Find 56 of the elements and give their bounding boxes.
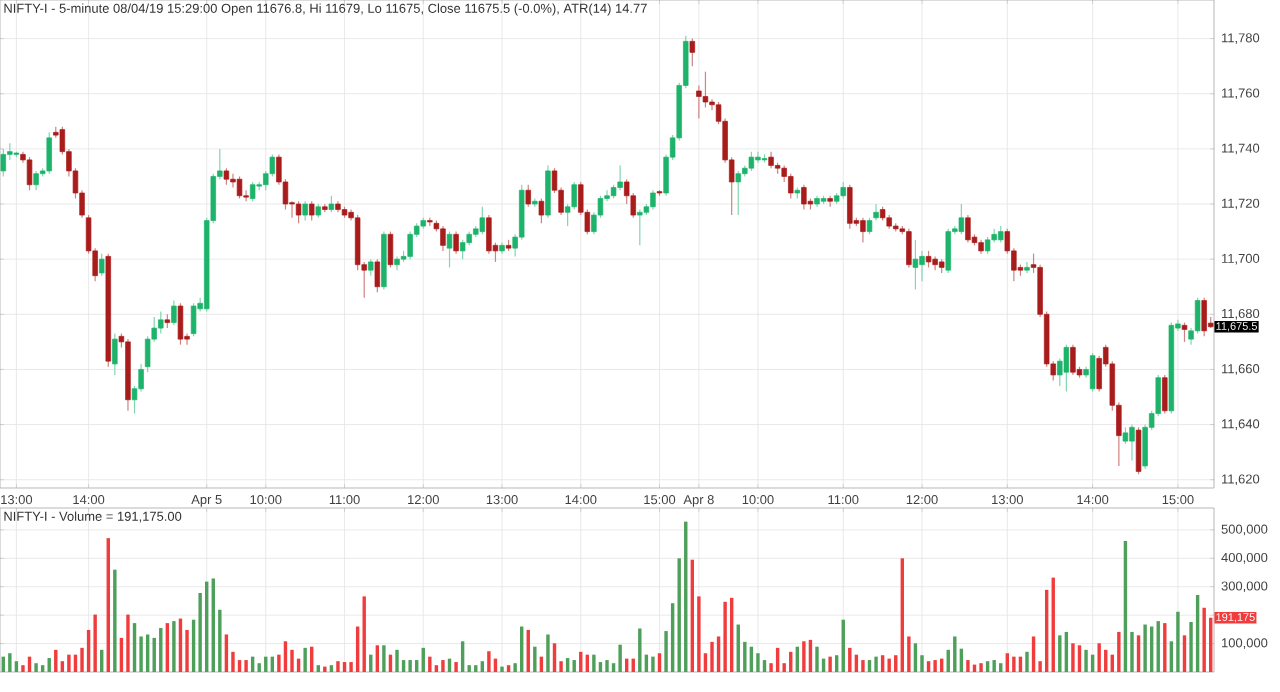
candlestick	[525, 184, 531, 208]
candlestick	[1063, 344, 1070, 393]
candlestick	[958, 203, 965, 235]
candlestick	[847, 184, 853, 230]
candlestick	[860, 217, 866, 244]
candlestick	[545, 164, 551, 219]
candlestick	[440, 225, 446, 252]
candlestick	[932, 255, 938, 271]
candlestick	[190, 302, 197, 337]
candlestick	[374, 258, 381, 293]
candlestick	[0, 148, 6, 178]
candlestick	[230, 173, 236, 189]
candlestick	[788, 173, 794, 200]
candlestick	[99, 253, 105, 277]
candlestick	[801, 184, 807, 211]
candlestick	[965, 214, 971, 244]
candlestick	[249, 181, 256, 202]
candlestick	[171, 299, 177, 326]
candlestick	[906, 228, 912, 269]
candlestick	[177, 302, 184, 346]
candlestick	[912, 239, 919, 291]
candlestick	[689, 37, 696, 67]
candlestick	[446, 230, 453, 269]
candlestick	[236, 175, 243, 200]
candlestick	[650, 189, 656, 211]
candlestick	[637, 208, 643, 246]
candlestick	[453, 230, 459, 255]
candlestick	[302, 200, 308, 222]
candlestick	[735, 170, 741, 216]
candlestick	[1201, 297, 1207, 337]
candlestick	[158, 310, 164, 335]
candlestick	[1024, 261, 1030, 274]
candlestick	[407, 230, 413, 260]
candlestick	[26, 156, 33, 191]
candlestick	[945, 228, 951, 274]
candlestick	[617, 164, 623, 191]
candlestick	[1129, 423, 1135, 462]
candlestick	[46, 131, 52, 175]
candlestick	[1135, 426, 1142, 475]
candlestick	[1070, 344, 1076, 376]
candlestick	[1162, 374, 1168, 415]
candlestick	[479, 206, 486, 235]
candlestick	[486, 214, 492, 255]
candlestick	[308, 200, 315, 222]
candlestick	[1181, 321, 1188, 343]
candlestick	[112, 333, 118, 376]
candlestick	[387, 230, 394, 269]
candlestick	[33, 170, 39, 191]
candlestick	[755, 151, 761, 164]
candlestick	[459, 239, 466, 260]
candlestick	[827, 195, 833, 208]
candlestick	[748, 151, 755, 172]
candlestick	[538, 197, 545, 224]
candlestick	[295, 200, 302, 224]
candlestick	[394, 255, 400, 271]
candlestick	[1089, 352, 1096, 393]
